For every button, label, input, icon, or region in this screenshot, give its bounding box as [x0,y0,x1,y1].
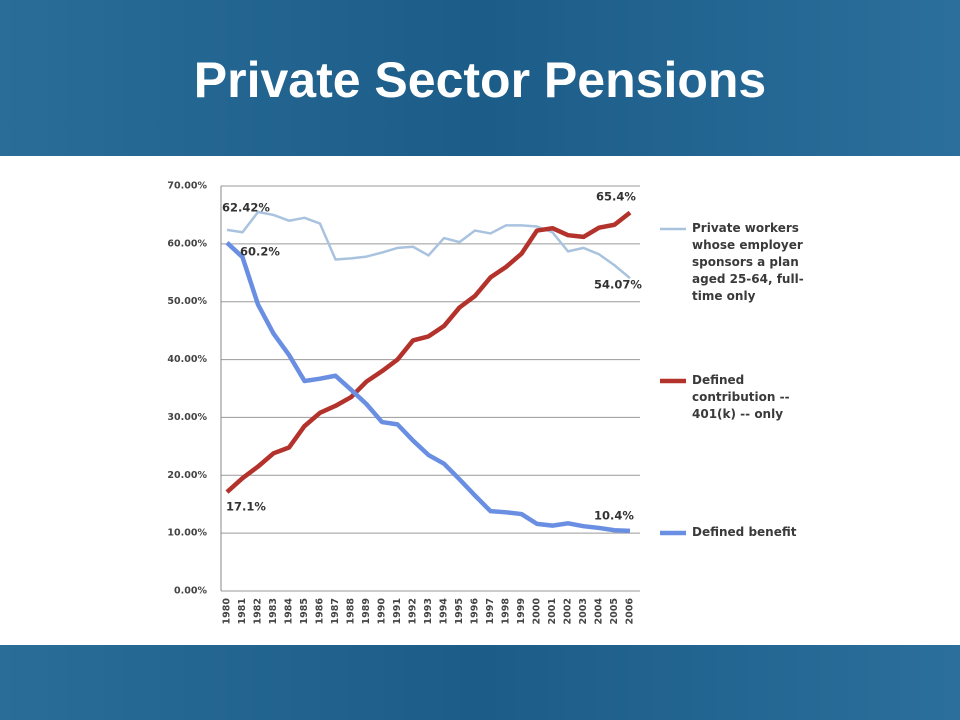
y-tick-label: 70.00% [167,181,207,192]
footer-band [0,645,960,720]
x-tick-label: 1983 [268,598,279,624]
x-tick-label: 1992 [408,598,419,624]
y-tick-label: 0.00% [174,586,207,597]
y-tick-label: 40.00% [167,354,207,365]
x-tick-label: 1990 [377,598,388,625]
x-tick-label: 1980 [222,598,233,625]
legend-label: Private workers whose employer sponsors … [692,221,804,303]
x-tick-label: 1999 [516,598,527,624]
x-tick-label: 1986 [315,598,326,625]
x-tick-label: 2001 [547,598,558,624]
annotation: 65.4% [596,190,636,204]
annotation: 17.1% [226,500,266,514]
x-tick-label: 1997 [485,598,496,624]
annotation: 62.42% [222,201,270,215]
x-tick-label: 1993 [423,598,434,624]
x-tick-label: 2000 [532,598,543,625]
x-tick-label: 2003 [578,598,589,624]
x-tick-label: 1995 [454,598,465,624]
series-line [225,241,631,534]
x-tick-label: 1991 [392,598,403,624]
series-line [225,210,632,494]
x-tick-label: 1982 [253,598,264,624]
x-tick-label: 1994 [439,598,450,625]
series-line [226,210,631,280]
x-tick-label: 1998 [501,598,512,625]
y-tick-label: 10.00% [167,528,207,539]
x-tick-label: 1984 [284,598,295,625]
x-tick-label: 1996 [470,598,481,625]
x-tick-label: 2006 [625,598,636,625]
y-tick-label: 50.00% [167,296,207,307]
x-tick-label: 1987 [330,598,341,624]
annotation: 10.4% [594,509,634,523]
x-tick-label: 2005 [609,598,620,624]
legend-label: Defined benefit [692,525,797,539]
x-tick-label: 1989 [361,598,372,624]
x-tick-label: 1981 [237,598,248,624]
y-tick-label: 60.00% [167,238,207,249]
header-band [0,0,960,156]
x-tick-label: 2002 [563,598,574,624]
annotation: 60.2% [240,245,280,259]
y-tick-label: 30.00% [167,412,207,423]
slide-title: Private Sector Pensions [194,52,766,108]
x-tick-label: 2004 [594,598,605,625]
x-tick-label: 1988 [346,598,357,625]
annotation: 54.07% [594,278,642,292]
x-tick-label: 1985 [299,598,310,624]
legend-label: Defined contribution -- 401(k) -- only [692,373,790,421]
y-tick-label: 20.00% [167,470,207,481]
